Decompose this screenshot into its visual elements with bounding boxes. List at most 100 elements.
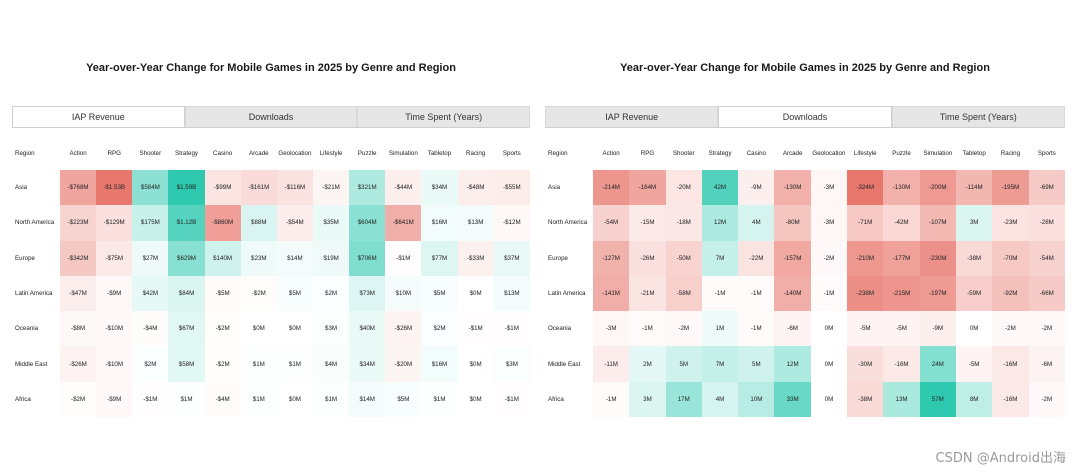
table-row: Latin America -$47M -$9M $42M $84M -$5M -$2M $5… <box>12 275 530 312</box>
heatmap-cell: -$47M <box>60 275 97 312</box>
column-header: Action <box>602 149 620 157</box>
row-label: Middle East <box>548 360 581 368</box>
table-row: Asia -$768M -$1.53B $584M $1.59B -$99M -$161M -… <box>12 170 530 206</box>
heatmap-cell: -16M <box>992 346 1029 382</box>
heatmap-cell: -214M <box>593 170 630 206</box>
heatmap-cell: -1M <box>701 275 739 312</box>
heatmap-cell: -$21M <box>312 170 350 206</box>
heatmap-cell: -$99M <box>204 170 241 206</box>
heatmap-cell: $42M <box>132 275 169 312</box>
tab-downloads[interactable]: Downloads <box>718 106 892 127</box>
heatmap-cell: -$55M <box>493 170 530 206</box>
heatmap-cell: -9M <box>738 170 775 206</box>
heatmap-table: Region Action RPG Shooter Strategy Casino Arca… <box>545 136 1065 418</box>
row-label: Asia <box>548 184 561 192</box>
row-label: Oceania <box>548 325 572 333</box>
heatmap-cell: $1.59B <box>168 170 205 206</box>
heatmap-cell: -6M <box>1028 346 1065 382</box>
table-row: North America -$223M -$129M $175M $1.12B -$86… <box>12 205 530 241</box>
heatmap-cell: -$1M <box>457 311 494 347</box>
heatmap-cell: 0M <box>810 381 848 418</box>
heatmap-cell: -2M <box>1028 381 1065 418</box>
heatmap-cell: -$26M <box>60 346 97 382</box>
tab-downloads[interactable]: Downloads <box>184 106 358 127</box>
row-label: Africa <box>548 395 564 403</box>
tab-iap-revenue[interactable]: IAP Revenue <box>545 106 719 127</box>
heatmap-cell: 24M <box>919 346 956 382</box>
heatmap-cell: $0M <box>276 381 313 418</box>
heatmap-cell: -$116M <box>276 170 313 206</box>
heatmap-cell: $3M <box>312 311 350 347</box>
column-header: Action <box>69 149 87 157</box>
column-header: Racing <box>1000 149 1021 157</box>
heatmap-cell: -$1M <box>493 311 530 347</box>
table-row: Africa -1M 3M 17M 4M 10M 33M 0M -38M 13M 57M 8M -16M… <box>545 381 1065 418</box>
heatmap-cell: -324M <box>847 170 884 206</box>
heatmap-cell: -$10M <box>96 311 133 347</box>
heatmap-cell: -6M <box>774 311 811 347</box>
heatmap-cell: $3M <box>493 346 530 382</box>
heatmap-cell: $13M <box>493 275 530 312</box>
heatmap-cell: $58M <box>168 346 205 382</box>
heatmap-cell: -66M <box>1028 275 1065 312</box>
heatmap-cell: 12M <box>701 205 739 241</box>
heatmap-cell: $4M <box>312 346 350 382</box>
heatmap-cell: 10M <box>738 381 775 418</box>
tab-iap-revenue[interactable]: IAP Revenue <box>12 106 185 127</box>
table-row: Europe -127M -26M -50M 7M -22M -157M -2M -210M -1… <box>545 240 1065 276</box>
heatmap-cell: -1M <box>738 275 775 312</box>
heatmap-cell: -2M <box>810 240 848 276</box>
heatmap-cell: 7M <box>701 346 739 382</box>
column-header: Strategy <box>174 149 199 157</box>
heatmap-cell: $604M <box>349 205 386 241</box>
heatmap-cell: $0M <box>457 275 494 312</box>
table-row: Asia -214M -164M -20M 42M -9M -130M -3M -324M -13… <box>545 170 1065 206</box>
table-row: Middle East -11M 2M 5M 7M 5M 12M 0M -30M -16M 24M -… <box>545 346 1065 382</box>
heatmap-cell: -92M <box>992 275 1029 312</box>
heatmap-cell: -5M <box>847 311 884 347</box>
heatmap-cell: $0M <box>240 311 277 347</box>
heatmap-cell: 5M <box>738 346 775 382</box>
column-header: Shooter <box>672 149 695 157</box>
heatmap-cell: -$2M <box>204 346 241 382</box>
heatmap-cell: 33M <box>774 381 811 418</box>
column-header: Arcade <box>782 149 803 157</box>
heatmap-cell: 3M <box>629 381 666 418</box>
heatmap-cell: $1M <box>168 381 205 418</box>
tab-time-spent[interactable]: Time Spent (Years) <box>357 106 531 127</box>
heatmap-cell: $73M <box>349 275 386 312</box>
heatmap-cell: $14M <box>276 240 313 276</box>
heatmap-cell: 7M <box>701 240 739 276</box>
heatmap-cell: -$768M <box>60 170 97 206</box>
column-header: Strategy <box>708 149 732 157</box>
heatmap-cell: -21M <box>629 275 666 312</box>
heatmap-cell: $321M <box>349 170 386 206</box>
heatmap-cell: $14M <box>349 381 386 418</box>
tab-time-spent[interactable]: Time Spent (Years) <box>891 106 1065 127</box>
heatmap-cell: -23M <box>992 205 1029 241</box>
heatmap-cell: $2M <box>132 346 169 382</box>
column-header: Arcade <box>248 149 269 157</box>
heatmap-cell: -38M <box>847 381 884 418</box>
heatmap-cell: -1M <box>810 275 848 312</box>
table-row: Oceania -$8M -$10M -$4M $67M -$2M $0M $0M $3M $40… <box>12 311 530 347</box>
heatmap-cell: 0M <box>955 311 993 347</box>
heatmap-cell: -$223M <box>60 205 97 241</box>
heatmap-cell: -2M <box>665 311 702 347</box>
column-header: Racing <box>465 149 486 157</box>
row-label: Middle East <box>15 360 48 368</box>
heatmap-cell: 5M <box>665 346 702 382</box>
heatmap-cell: -$2M <box>60 381 97 418</box>
row-label: Europe <box>548 254 568 262</box>
heatmap-cell: -22M <box>738 240 775 276</box>
heatmap-cell: -16M <box>992 381 1029 418</box>
heatmap-cell: -$44M <box>385 170 422 206</box>
column-header: Tabletop <box>427 149 452 157</box>
heatmap-cell: $0M <box>457 346 494 382</box>
heatmap-cell: $35M <box>312 205 350 241</box>
column-header: Sports <box>1037 149 1056 157</box>
heatmap-cell: -$54M <box>276 205 313 241</box>
row-label: Asia <box>15 184 28 192</box>
heatmap-cell: $2M <box>312 275 350 312</box>
heatmap-cell: $1M <box>312 381 350 418</box>
